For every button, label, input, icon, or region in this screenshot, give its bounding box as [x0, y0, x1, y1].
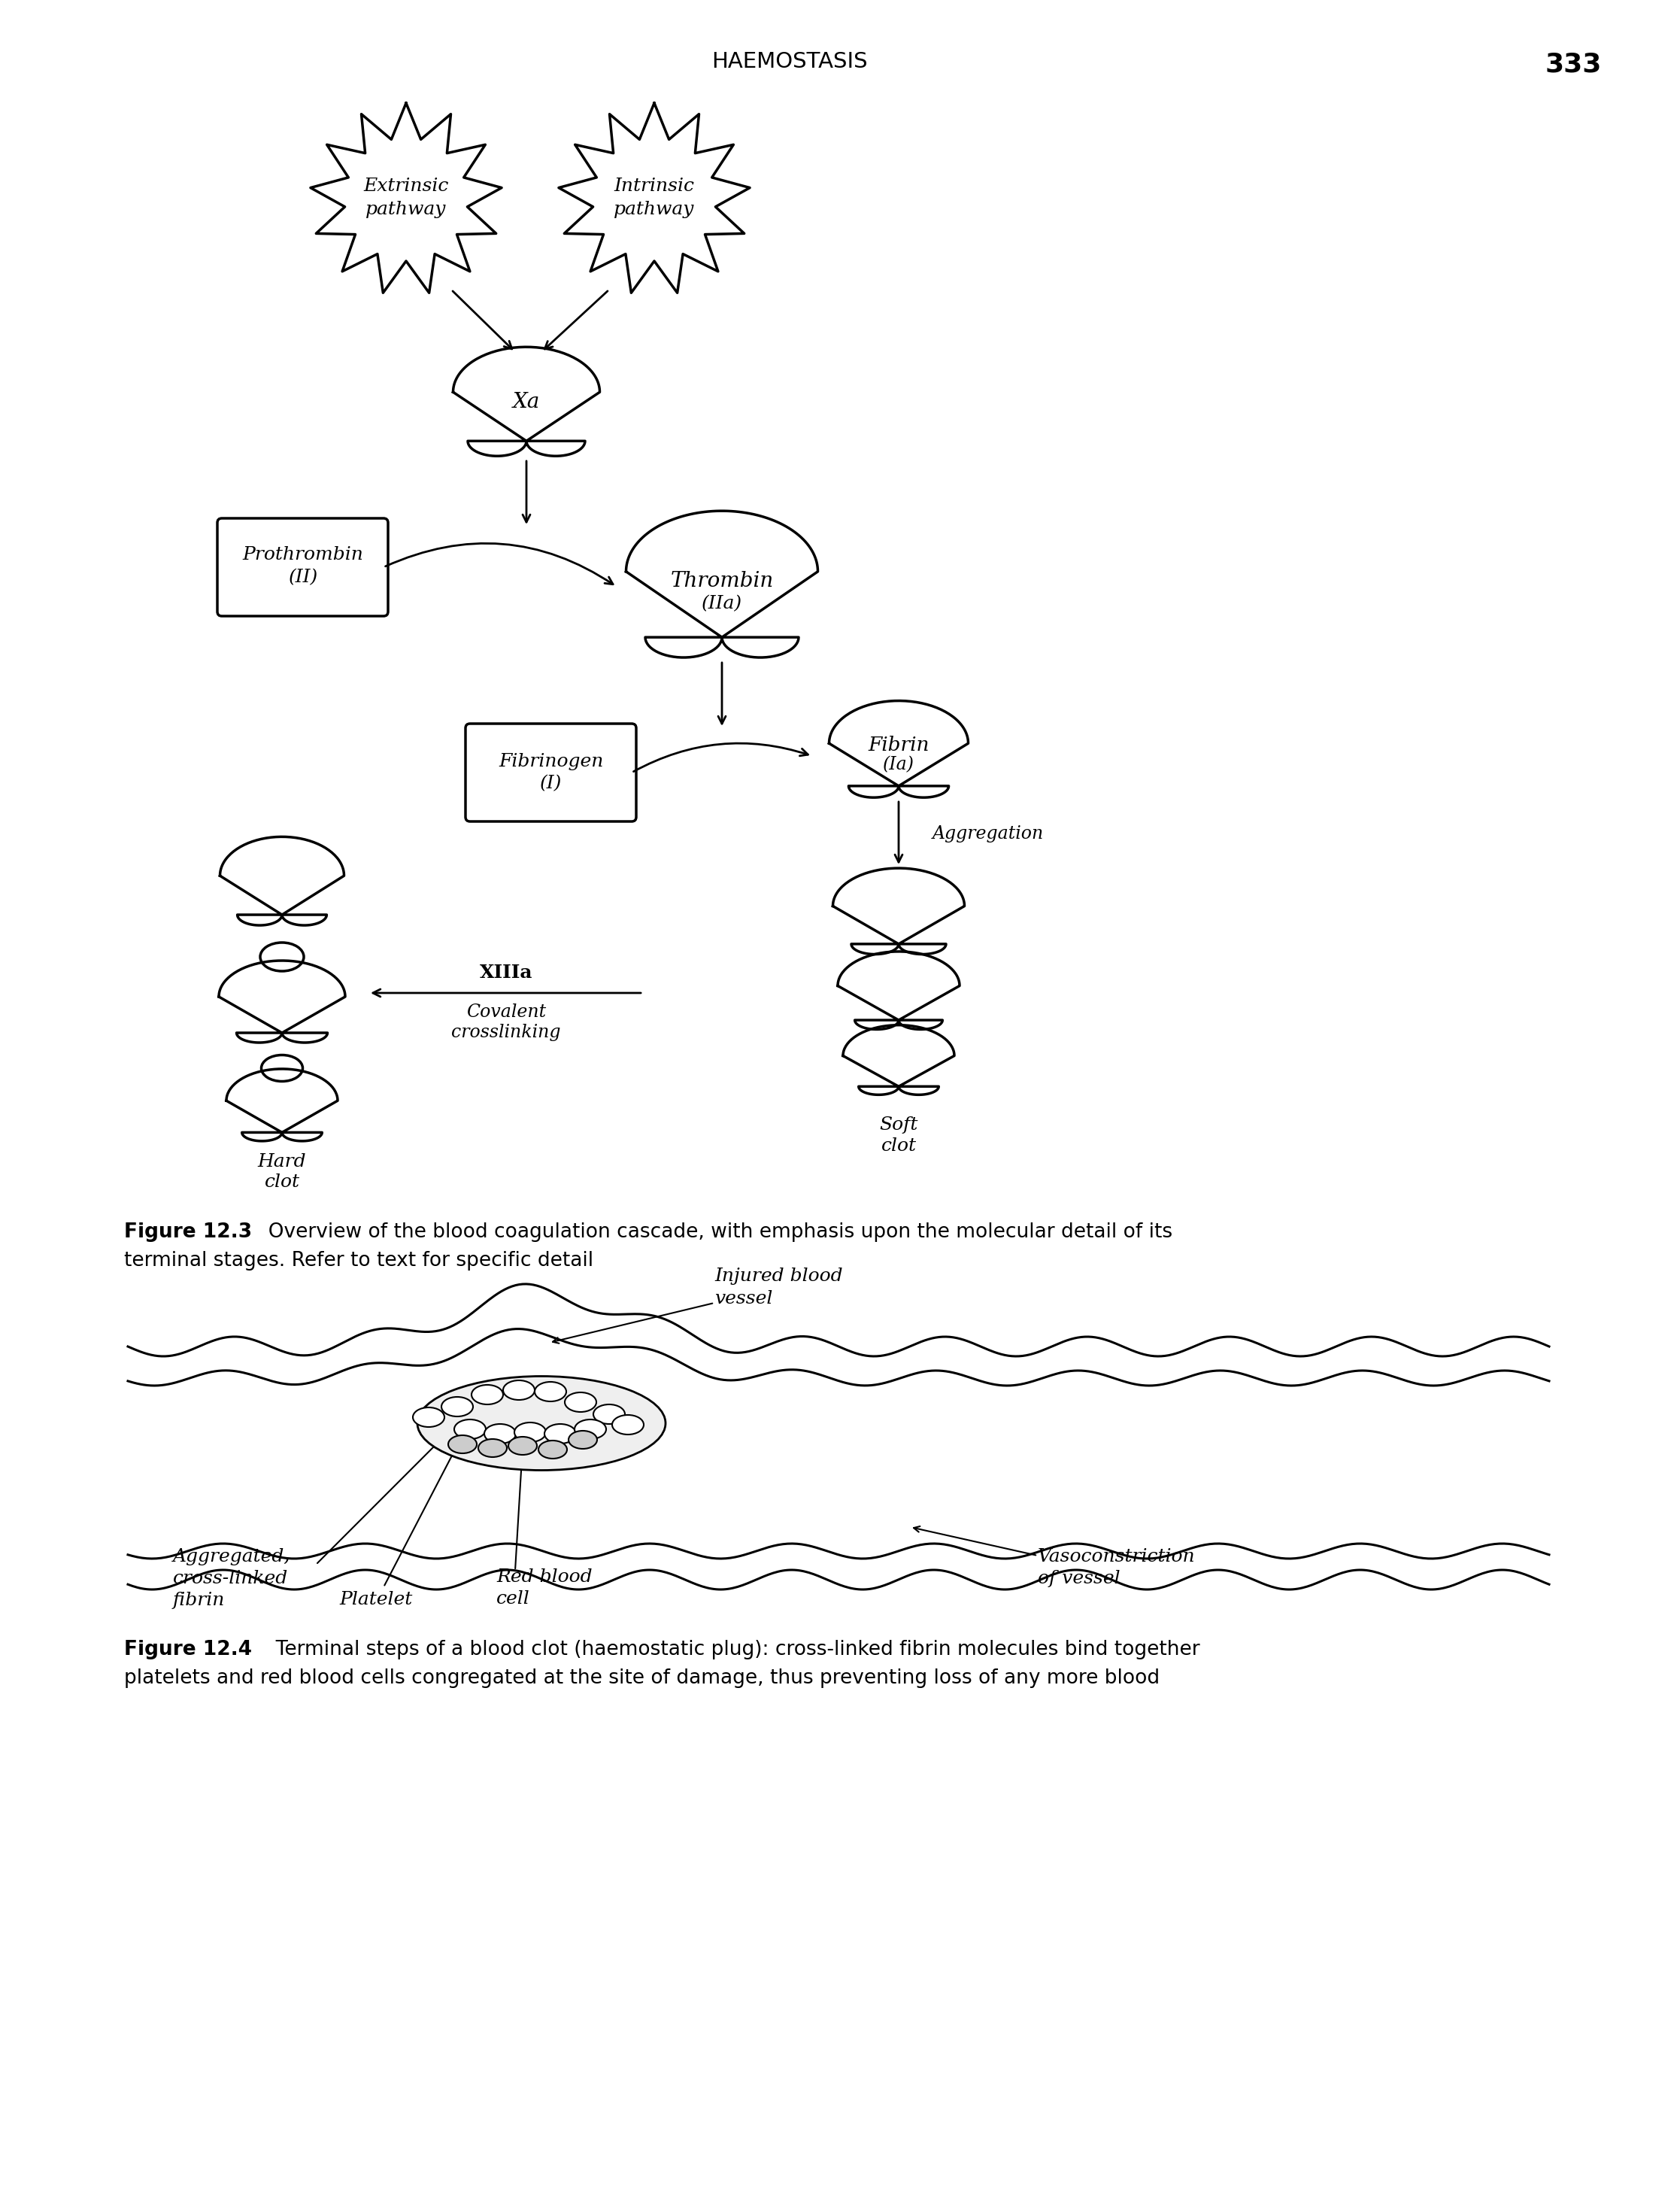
Text: (I): (I)	[541, 776, 563, 794]
Text: Fibrin: Fibrin	[869, 734, 929, 754]
Text: Red blood: Red blood	[496, 1567, 593, 1585]
Text: Prothrombin: Prothrombin	[242, 546, 363, 564]
Ellipse shape	[260, 942, 304, 971]
Ellipse shape	[534, 1382, 566, 1401]
Text: (II): (II)	[289, 568, 318, 586]
Ellipse shape	[484, 1423, 516, 1443]
Ellipse shape	[479, 1438, 507, 1458]
Text: Aggregated,: Aggregated,	[173, 1548, 291, 1565]
Ellipse shape	[262, 1056, 302, 1082]
Ellipse shape	[417, 1377, 665, 1471]
Text: (IIa): (IIa)	[702, 595, 743, 612]
Text: Soft: Soft	[879, 1117, 917, 1135]
Text: crosslinking: crosslinking	[452, 1023, 561, 1041]
Text: Fibrinogen: Fibrinogen	[499, 752, 603, 769]
Text: Covalent: Covalent	[467, 1003, 546, 1021]
Text: vessel: vessel	[714, 1290, 773, 1307]
Ellipse shape	[502, 1379, 534, 1399]
Text: Extrinsic: Extrinsic	[363, 177, 449, 195]
Text: pathway: pathway	[366, 201, 447, 219]
Text: Aggregation: Aggregation	[932, 824, 1043, 842]
Text: 333: 333	[1546, 50, 1601, 77]
Text: Vasoconstriction: Vasoconstriction	[1038, 1548, 1196, 1565]
Text: (Ia): (Ia)	[884, 756, 914, 774]
Text: Overview of the blood coagulation cascade, with emphasis upon the molecular deta: Overview of the blood coagulation cascad…	[255, 1222, 1173, 1242]
Ellipse shape	[472, 1386, 502, 1403]
Text: Platelet: Platelet	[339, 1591, 413, 1609]
Ellipse shape	[612, 1414, 643, 1434]
Text: Figure 12.4: Figure 12.4	[124, 1640, 252, 1659]
Text: Figure 12.3: Figure 12.3	[124, 1222, 252, 1242]
Ellipse shape	[509, 1436, 538, 1456]
Text: Hard: Hard	[257, 1154, 306, 1170]
Ellipse shape	[544, 1423, 576, 1443]
FancyBboxPatch shape	[465, 724, 637, 822]
Ellipse shape	[564, 1392, 596, 1412]
FancyBboxPatch shape	[217, 518, 388, 616]
Ellipse shape	[454, 1419, 486, 1438]
Text: XIIIa: XIIIa	[479, 964, 533, 982]
Text: pathway: pathway	[613, 201, 694, 219]
Ellipse shape	[514, 1423, 546, 1443]
Text: fibrin: fibrin	[173, 1591, 225, 1609]
Text: Injured blood: Injured blood	[714, 1268, 843, 1285]
Text: clot: clot	[880, 1137, 916, 1154]
Ellipse shape	[413, 1408, 445, 1427]
Text: Terminal steps of a blood clot (haemostatic plug): cross-linked fibrin molecules: Terminal steps of a blood clot (haemosta…	[264, 1640, 1200, 1659]
Text: Xa: Xa	[512, 391, 539, 413]
Ellipse shape	[449, 1436, 477, 1454]
Ellipse shape	[575, 1419, 606, 1438]
Text: clot: clot	[264, 1174, 299, 1191]
Ellipse shape	[593, 1403, 625, 1423]
Text: of vessel: of vessel	[1038, 1570, 1121, 1587]
Text: Thrombin: Thrombin	[670, 571, 773, 590]
Text: cell: cell	[496, 1589, 529, 1607]
Text: HAEMOSTASIS: HAEMOSTASIS	[712, 50, 867, 72]
Text: cross-linked: cross-linked	[173, 1570, 289, 1587]
Ellipse shape	[568, 1432, 596, 1449]
Ellipse shape	[442, 1397, 474, 1417]
Ellipse shape	[539, 1441, 568, 1458]
Text: platelets and red blood cells congregated at the site of damage, thus preventing: platelets and red blood cells congregate…	[124, 1668, 1159, 1688]
Text: Intrinsic: Intrinsic	[613, 177, 694, 195]
Text: terminal stages. Refer to text for specific detail: terminal stages. Refer to text for speci…	[124, 1250, 593, 1270]
